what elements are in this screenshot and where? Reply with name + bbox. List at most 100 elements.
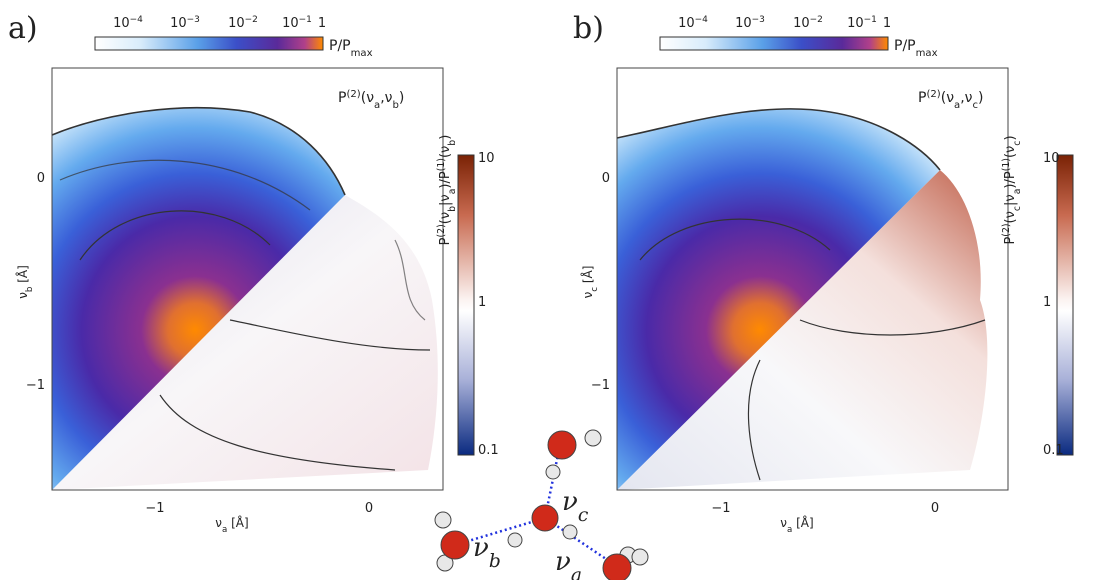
colorbar-tick-label: 1 — [478, 295, 486, 310]
subscript: b — [489, 551, 501, 572]
colorbar-tick-label: 10−3 — [170, 15, 200, 31]
exponent: −2 — [810, 15, 823, 25]
label-part: max — [916, 48, 938, 59]
bond-label: νb — [473, 533, 501, 572]
label-part: )/P — [1003, 171, 1018, 188]
side-colorbar — [457, 154, 475, 456]
colorbar-tick-label: 10−2 — [793, 15, 823, 31]
map-label: P(2)(νa,νb) — [338, 89, 404, 111]
colorbar-title: P/Pmax — [329, 38, 373, 59]
symbol: ν — [16, 292, 30, 299]
colorbar-title: P(2)(νb|νa)/P(1)(νb) — [436, 135, 458, 246]
plot-frame — [51, 67, 444, 491]
colorbar-tick-label: 10 — [1043, 151, 1060, 166]
symbol: ν — [562, 487, 578, 517]
heatmap-upper — [52, 107, 345, 491]
label-part: ) — [438, 135, 453, 140]
base: 10 — [170, 16, 187, 31]
colorbar-tick-label: 0.1 — [478, 443, 499, 458]
x-tick-label: 0 — [365, 501, 373, 516]
top-colorbar — [94, 36, 324, 51]
exponent: −3 — [187, 15, 200, 25]
unit: [Å] — [580, 266, 595, 287]
colorbar-tick-label: 10−1 — [847, 15, 877, 31]
heatmap-lower — [617, 170, 988, 490]
symbol: ν — [473, 533, 489, 563]
y-tick-label: 0 — [37, 171, 45, 186]
colorbar-tick-label: 10−4 — [113, 15, 143, 31]
side-colorbar — [1056, 154, 1074, 456]
subscript: a — [222, 525, 227, 535]
base: 10 — [113, 16, 130, 31]
label-part: a — [954, 100, 960, 111]
label-part: (ν — [438, 212, 453, 224]
label-part: P — [918, 90, 926, 106]
colorbar-tick-label: 1 — [318, 16, 326, 31]
label-part: (ν — [438, 146, 453, 158]
label-part: ,ν — [380, 90, 392, 106]
colorbar-tick-label: 10 — [478, 151, 495, 166]
x-axis-label: νa [Å] — [780, 515, 813, 535]
y-tick-label: 0 — [602, 171, 610, 186]
label-part: ,ν — [960, 90, 972, 106]
plot-frame — [616, 67, 1009, 491]
label-part: (2) — [346, 89, 360, 100]
y-axis-label: νc [Å] — [580, 266, 600, 299]
symbol: ν — [780, 516, 787, 530]
label-part: b — [447, 140, 458, 146]
contours — [616, 108, 986, 481]
top-colorbar — [659, 36, 889, 51]
label-part: |ν — [438, 194, 453, 206]
labels: a) 10−4 10−3 10−2 10−1 1P/PmaxP(2)(νa,νb)P(2)… — [8, 11, 1064, 580]
maps — [51, 36, 1074, 491]
base: 10 — [793, 16, 810, 31]
x-tick-label: −1 — [711, 501, 730, 516]
label-part: ) — [978, 90, 983, 106]
colorbar-title: P/Pmax — [894, 38, 938, 59]
base: 10 — [282, 16, 299, 31]
symbol: ν — [581, 291, 595, 298]
base: 10 — [228, 16, 245, 31]
base: 1 — [883, 16, 891, 31]
label-part: (ν — [1003, 146, 1018, 158]
label-part: P — [1003, 237, 1018, 245]
label-part: b — [393, 100, 399, 111]
base: 10 — [678, 16, 695, 31]
colorbar-tick-label: 10−2 — [228, 15, 258, 31]
x-axis-label: νa [Å] — [215, 515, 248, 535]
label-part: (1) — [436, 158, 447, 171]
label-part: a — [1012, 189, 1023, 195]
subscript: a — [787, 525, 792, 535]
panel-letter: a) — [8, 11, 38, 46]
label-part: (2) — [926, 89, 940, 100]
label-part: P — [438, 237, 453, 245]
symbol: ν — [555, 547, 571, 577]
symbol: ν — [215, 516, 222, 530]
colorbar-tick-label: 0.1 — [1043, 443, 1064, 458]
label-part: ) — [399, 90, 404, 106]
map-label: P(2)(νa,νc) — [918, 89, 984, 111]
bond-label: νa — [555, 547, 582, 580]
y-axis-label: νb [Å] — [15, 265, 35, 299]
label-part: c — [1012, 206, 1023, 211]
label-part: (ν — [1003, 211, 1018, 223]
subscript: b — [25, 287, 35, 292]
unit: [Å] — [792, 515, 813, 530]
exponent: −2 — [245, 15, 258, 25]
label-part: c — [973, 100, 979, 111]
label-part: (1) — [1001, 158, 1012, 171]
label-part: |ν — [1003, 194, 1018, 206]
exponent: −3 — [752, 15, 765, 25]
bond-label: νc — [562, 487, 589, 526]
label-part: a — [447, 189, 458, 195]
label-part: (2) — [436, 224, 447, 237]
subscript: a — [571, 565, 582, 580]
label-part: c — [1012, 141, 1023, 146]
label-part: ) — [1003, 135, 1018, 140]
colorbar-tick-label: 10−1 — [282, 15, 312, 31]
unit: [Å] — [227, 515, 248, 530]
label-part: P/P — [894, 38, 916, 54]
panel-letter: b) — [573, 11, 604, 46]
